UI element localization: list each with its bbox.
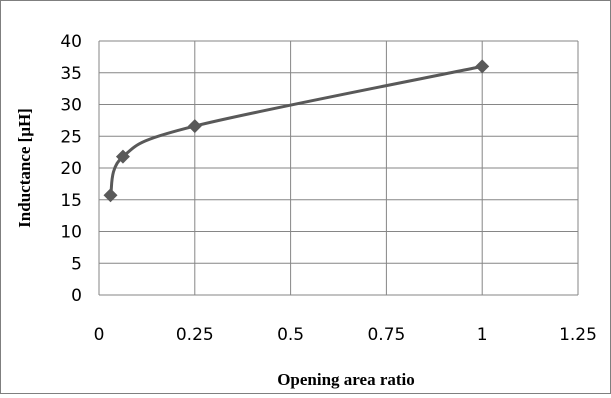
tick-labels: 0 5 10 15 20 25 30 35 40 0 0.25 0.5 0.75 1 1.25 (60, 32, 597, 345)
series-line (108, 64, 484, 197)
x-tick-label: 0.75 (367, 325, 405, 345)
x-tick-label: 0.25 (176, 325, 214, 345)
x-tick-label: 1.25 (559, 325, 597, 345)
data-point (115, 149, 130, 164)
y-tick-label: 25 (60, 127, 82, 147)
y-tick-label: 5 (71, 254, 82, 274)
series-layer (103, 59, 490, 203)
y-axis-title: Inductance [μH] (15, 108, 34, 228)
data-point (187, 119, 202, 134)
data-point (103, 188, 118, 203)
grid (98, 40, 579, 296)
y-tick-label: 35 (60, 64, 82, 84)
y-tick-label: 15 (60, 191, 82, 211)
x-tick-label: 1 (477, 325, 488, 345)
y-tick-label: 30 (60, 96, 82, 116)
y-tick-label: 10 (60, 223, 82, 243)
y-tick-label: 20 (60, 159, 82, 179)
y-tick-label: 40 (60, 32, 82, 52)
x-tick-label: 0 (94, 325, 105, 345)
y-tick-label: 0 (71, 286, 82, 306)
x-tick-label: 0.5 (277, 325, 304, 345)
x-axis-title: Opening area ratio (277, 370, 415, 389)
data-point (475, 59, 490, 74)
